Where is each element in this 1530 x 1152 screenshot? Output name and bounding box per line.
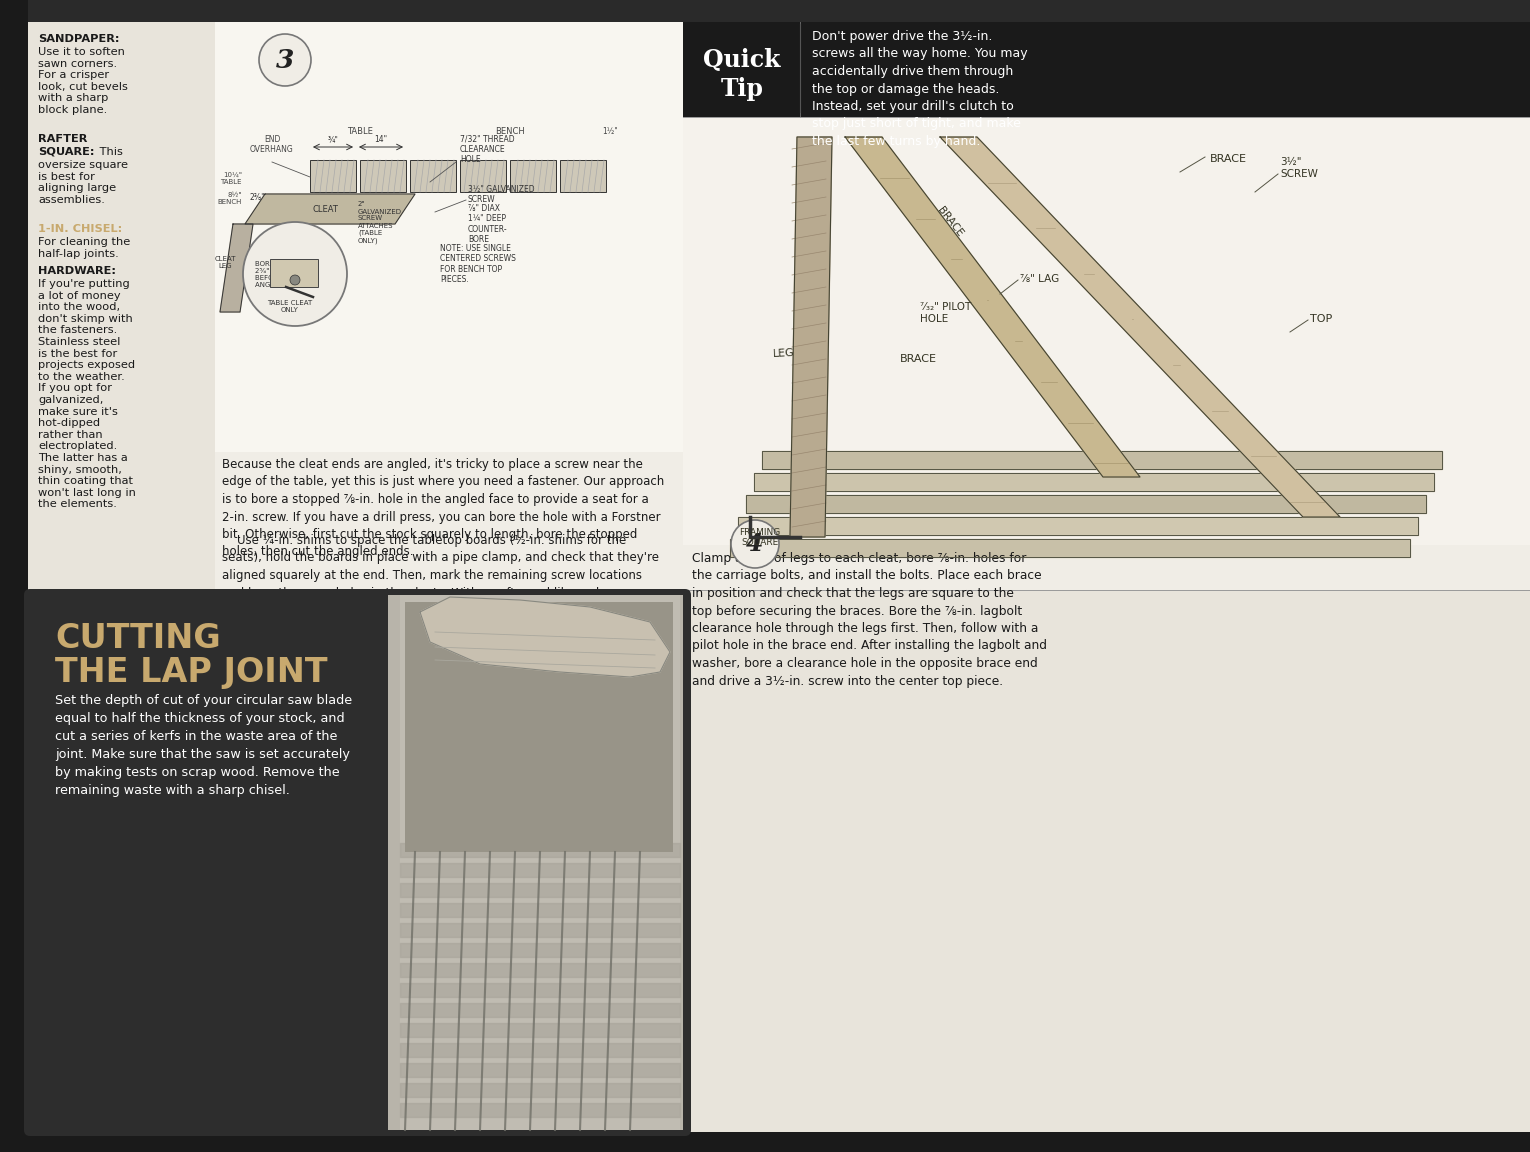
FancyBboxPatch shape	[24, 589, 692, 1136]
Text: For cleaning the
half-lap joints.: For cleaning the half-lap joints.	[38, 237, 130, 258]
Text: Set the depth of cut of your circular saw blade
equal to half the thickness of y: Set the depth of cut of your circular sa…	[55, 694, 352, 797]
Polygon shape	[845, 137, 1140, 477]
Text: ¾": ¾"	[327, 135, 338, 144]
Bar	[216, 22, 682, 452]
Bar	[28, 0, 1530, 22]
Text: HARDWARE:: HARDWARE:	[38, 266, 116, 276]
Bar	[0, 0, 28, 1152]
Text: CLEAT
LEG: CLEAT LEG	[214, 256, 236, 270]
Text: Clamp a pair of legs to each cleat, bore ⅞-in. holes for
the carriage bolts, and: Clamp a pair of legs to each cleat, bore…	[692, 552, 1047, 688]
Text: If you're putting
a lot of money
into the wood,
don't skimp with
the fasteners.
: If you're putting a lot of money into th…	[38, 279, 136, 509]
Circle shape	[259, 35, 311, 86]
Text: 1-IN. CHISEL:: 1-IN. CHISEL:	[38, 223, 122, 234]
Text: CLEAT: CLEAT	[312, 205, 338, 213]
Bar	[389, 594, 682, 1130]
Text: SANDPAPER:: SANDPAPER:	[38, 35, 119, 44]
Text: ⅞" DIAX
1¼" DEEP
COUNTER-
BORE: ⅞" DIAX 1¼" DEEP COUNTER- BORE	[468, 204, 508, 244]
Circle shape	[243, 222, 347, 326]
Text: LEG: LEG	[773, 348, 794, 359]
Text: 2⅜": 2⅜"	[249, 194, 266, 202]
Text: BORE ⅞" DIAX
2⅝" DEEP HOLE
BEFORE CUTTING
ANGLED END.: BORE ⅞" DIAX 2⅝" DEEP HOLE BEFORE CUTTIN…	[256, 262, 315, 288]
Text: BRACE: BRACE	[935, 205, 964, 238]
Polygon shape	[747, 495, 1426, 513]
Text: 3: 3	[275, 47, 294, 73]
Bar	[682, 22, 1530, 118]
Text: TABLE CLEAT
ONLY: TABLE CLEAT ONLY	[268, 300, 312, 313]
Bar	[399, 594, 679, 1130]
Polygon shape	[762, 450, 1441, 469]
Text: Don't power drive the 3½-in.
screws all the way home. You may
accidentally drive: Don't power drive the 3½-in. screws all …	[812, 30, 1028, 147]
Text: 2"
GALVANIZED
SCREW
ATTACHES
(TABLE
ONLY): 2" GALVANIZED SCREW ATTACHES (TABLE ONLY…	[358, 202, 402, 243]
Bar	[269, 259, 318, 287]
Bar	[682, 118, 1530, 590]
Circle shape	[291, 275, 300, 285]
Text: oversize square
is best for
aligning large
assemblies.: oversize square is best for aligning lar…	[38, 160, 129, 205]
Text: BENCH: BENCH	[496, 127, 525, 136]
Polygon shape	[421, 597, 670, 677]
Text: 10¼"
TABLE: 10¼" TABLE	[220, 172, 242, 185]
Polygon shape	[220, 223, 252, 312]
Text: Use it to soften
sawn corners.
For a crisper
look, cut bevels
with a sharp
block: Use it to soften sawn corners. For a cri…	[38, 47, 129, 115]
Text: 3½" GALVANIZED
SCREW: 3½" GALVANIZED SCREW	[468, 184, 534, 204]
Text: Tip: Tip	[721, 77, 763, 101]
Bar	[360, 160, 405, 192]
Bar	[682, 545, 1530, 590]
Text: THE LAP JOINT: THE LAP JOINT	[55, 655, 327, 689]
Bar	[216, 452, 682, 590]
Text: Use ¼-in. shims to space the tabletop boards (½-in. shims for the
seats), hold t: Use ¼-in. shims to space the tabletop bo…	[222, 535, 659, 617]
Bar	[410, 160, 456, 192]
Text: NOTE: USE SINGLE
CENTERED SCREWS
FOR BENCH TOP
PIECES.: NOTE: USE SINGLE CENTERED SCREWS FOR BEN…	[441, 244, 516, 285]
Text: 7/32" THREAD
CLEARANCE
HOLE: 7/32" THREAD CLEARANCE HOLE	[461, 134, 514, 164]
Text: Because the cleat ends are angled, it's tricky to place a screw near the
edge of: Because the cleat ends are angled, it's …	[222, 458, 664, 559]
Bar	[311, 160, 356, 192]
Text: 8½"
BENCH: 8½" BENCH	[217, 192, 242, 205]
Polygon shape	[245, 194, 415, 223]
Text: ⅞" LAG: ⅞" LAG	[1021, 274, 1059, 285]
Text: 14": 14"	[375, 135, 387, 144]
Text: RAFTER: RAFTER	[38, 134, 87, 144]
Text: BRACE: BRACE	[900, 354, 936, 364]
Text: 4: 4	[747, 532, 763, 556]
Text: This: This	[96, 147, 122, 157]
Bar	[461, 160, 506, 192]
Polygon shape	[730, 539, 1411, 558]
Bar	[28, 1132, 1530, 1152]
Polygon shape	[939, 137, 1340, 517]
Polygon shape	[737, 517, 1418, 535]
Text: 3½"
SCREW: 3½" SCREW	[1281, 158, 1317, 179]
Text: ⁷⁄₃₂" PILOT
HOLE: ⁷⁄₃₂" PILOT HOLE	[920, 303, 972, 324]
Text: Quick: Quick	[704, 48, 780, 71]
Text: BRACE: BRACE	[1210, 154, 1247, 164]
Bar	[405, 602, 673, 852]
Circle shape	[731, 520, 779, 568]
Text: CUTTING: CUTTING	[55, 622, 220, 655]
Text: FRAMING
SQUARE: FRAMING SQUARE	[739, 528, 780, 547]
Text: TABLE: TABLE	[347, 127, 373, 136]
Text: TOP: TOP	[1310, 314, 1333, 324]
Text: 1½": 1½"	[603, 127, 618, 136]
Text: END
OVERHANG: END OVERHANG	[249, 135, 294, 154]
Bar	[509, 160, 555, 192]
Bar	[560, 160, 606, 192]
Polygon shape	[754, 473, 1434, 491]
Polygon shape	[789, 137, 832, 537]
Text: SQUARE:: SQUARE:	[38, 147, 95, 157]
